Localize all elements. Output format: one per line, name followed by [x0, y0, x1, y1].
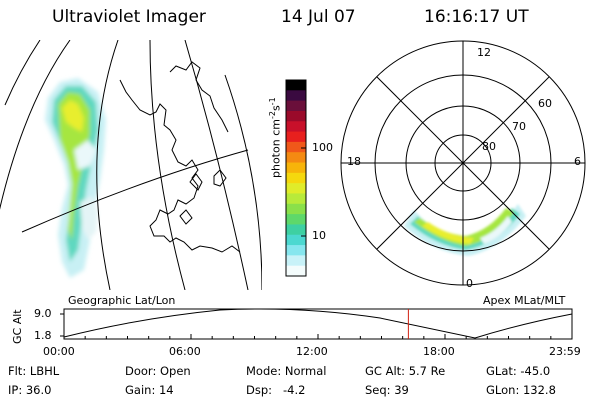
image-time: 16:16:17 UT — [424, 7, 529, 27]
polar-plot — [340, 40, 586, 286]
colorbar-segment — [286, 121, 306, 133]
info-gain: Gain: 14 — [125, 383, 174, 397]
colorbar-segment — [286, 203, 306, 215]
colorbar-segment — [286, 131, 306, 143]
colorbar-label: photon cm-2s-1 — [268, 97, 283, 178]
colorbar-segment — [286, 162, 306, 174]
colorbar-segment — [286, 152, 306, 164]
mlt-label-6: 6 — [574, 155, 581, 168]
info-glat: GLat: -45.0 — [486, 364, 551, 378]
info-gc-alt: GC Alt: 5.7 Re — [365, 364, 446, 378]
colorbar-tick-10: 10 — [312, 229, 326, 242]
colorbar-segment — [286, 100, 306, 112]
colorbar-segment — [286, 172, 306, 184]
info-seq: Seq: 39 — [365, 383, 409, 397]
timeline-xtick-1800: 18:00 — [423, 345, 455, 358]
colorbar-segment — [286, 193, 306, 205]
colorbar-segment — [286, 214, 306, 226]
colorbar-segment — [286, 245, 306, 256]
info-filter: Flt: LBHL — [8, 364, 60, 378]
mlat-label-70: 70 — [512, 120, 526, 133]
instrument-title: Ultraviolet Imager — [52, 7, 206, 27]
aurora-emission-polar — [404, 204, 526, 256]
mlt-label-18: 18 — [347, 155, 361, 168]
timeline-xtick-2359: 23:59 — [549, 345, 581, 358]
info-door: Door: Open — [125, 364, 191, 378]
map-caption: Geographic Lat/Lon — [68, 294, 176, 307]
info-ip: IP: 36.0 — [8, 383, 52, 397]
timeline-ytick-top: 9.0 — [34, 307, 52, 320]
mlat-label-60: 60 — [538, 97, 552, 110]
geographic-map — [0, 40, 262, 290]
mlt-label-12: 12 — [477, 46, 491, 59]
colorbar-segment — [286, 80, 306, 91]
colorbar-tick-100: 100 — [312, 141, 333, 154]
colorbar — [285, 79, 307, 277]
colorbar-segment — [286, 141, 306, 153]
colorbar-segment — [286, 90, 306, 102]
mlat-label-80: 80 — [482, 140, 496, 153]
aurora-emission-map — [45, 78, 106, 278]
info-glon: GLon: 132.8 — [486, 383, 556, 397]
colorbar-segment — [286, 265, 306, 277]
colorbar-segment — [286, 224, 306, 236]
colorbar-segment — [286, 234, 306, 246]
colorbar-segment — [286, 255, 306, 267]
timeline-xtick-0600: 06:00 — [169, 345, 201, 358]
timeline-xtick-1200: 12:00 — [296, 345, 328, 358]
info-mode: Mode: Normal — [246, 364, 327, 378]
info-dsp: Dsp: -4.2 — [246, 383, 306, 397]
polar-caption: Apex MLat/MLT — [483, 294, 566, 307]
orbit-timeline — [60, 308, 573, 340]
timeline-ylabel: GC Alt — [11, 309, 24, 344]
colorbar-segment — [286, 110, 306, 122]
mlt-label-0: 0 — [466, 277, 473, 290]
image-date: 14 Jul 07 — [281, 7, 356, 27]
timeline-ytick-bottom: 1.8 — [34, 329, 52, 342]
timeline-xtick-0000: 00:00 — [43, 345, 75, 358]
colorbar-segment — [286, 183, 306, 195]
